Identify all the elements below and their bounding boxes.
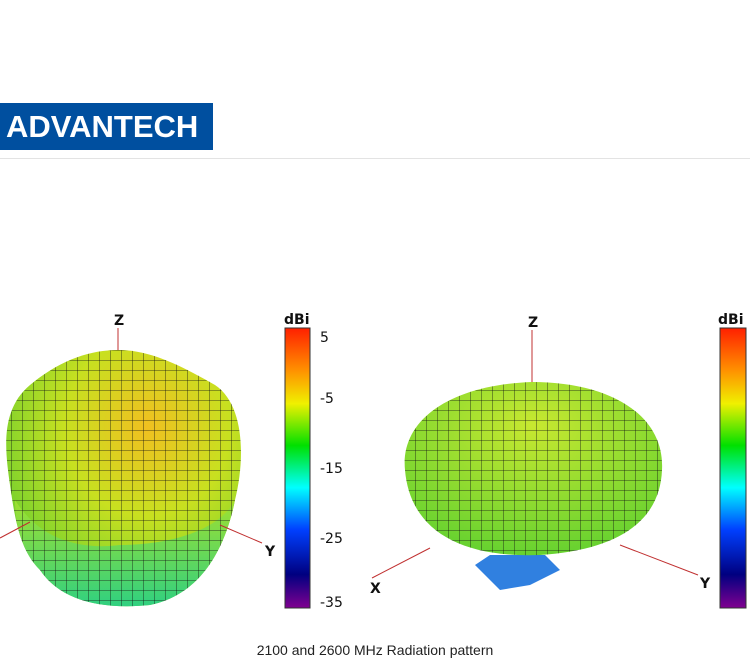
colorbar-title: dBi <box>718 312 744 328</box>
y-axis-label: Y <box>264 544 276 560</box>
colorbar-tick: -5 <box>320 391 334 407</box>
mesh-grid <box>404 382 663 556</box>
x-axis-line <box>371 547 431 579</box>
header-divider <box>0 158 750 159</box>
colorbar-title: dBi <box>284 312 310 328</box>
colorbar-tick: -35 <box>320 595 343 611</box>
x-axis-label: X <box>370 581 381 597</box>
z-axis-label: Z <box>114 313 124 329</box>
figure-caption: 2100 and 2600 MHz Radiation pattern <box>256 642 494 658</box>
colorbar-tick: -15 <box>320 461 343 477</box>
radiation-pattern-3d-plot-1: Z Y dBi 5 -5 -15 -25 -35 <box>0 312 343 611</box>
mesh-grid <box>6 350 241 607</box>
colorbar-tick: 5 <box>320 330 329 346</box>
colorbar <box>284 327 311 609</box>
y-axis-label: Y <box>699 576 711 592</box>
z-axis-label: Z <box>528 315 538 331</box>
radiation-pattern-3d-plot-2: Z X Y dBi <box>370 312 747 609</box>
y-axis-line <box>619 544 699 576</box>
lower-lobe <box>475 555 560 590</box>
colorbar-tick: -25 <box>320 531 343 547</box>
y-axis-line <box>219 524 263 544</box>
advantech-logo: ADVANTECH <box>0 103 213 150</box>
x-axis-line <box>0 521 31 539</box>
colorbar <box>719 327 747 609</box>
